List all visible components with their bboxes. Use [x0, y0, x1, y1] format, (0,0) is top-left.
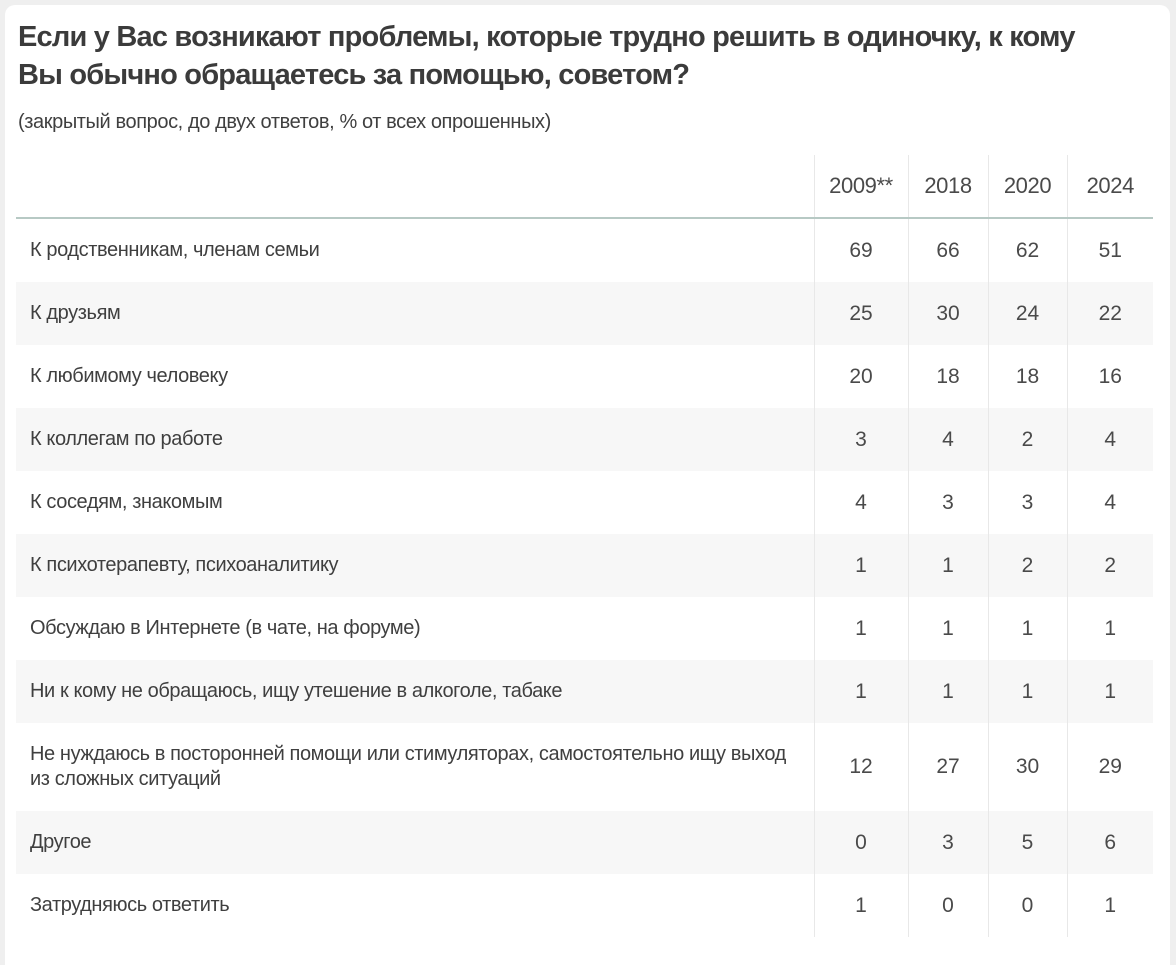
table-row: Обсуждаю в Интернете (в чате, на форуме)…: [16, 597, 1153, 661]
value-cell: 30: [987, 723, 1067, 812]
row-label: К соседям, знакомым: [30, 491, 223, 514]
value-cell: 2: [1066, 534, 1153, 598]
header-row: 2009** 2018 2020 2024: [16, 155, 1153, 219]
value-cell: 30: [907, 282, 988, 346]
table-row: К соседям, знакомым 4 3 3 4: [16, 471, 1153, 535]
row-label: Не нуждаюсь в посторонней помощи или сти…: [30, 743, 786, 791]
table-row: Другое 0 3 5 6: [16, 811, 1153, 875]
value-cell: 1: [813, 534, 908, 598]
page-title: Если у Вас возникают проблемы, которые т…: [18, 21, 1075, 91]
value-cell: 29: [1066, 723, 1153, 812]
row-label: К любимому человеку: [30, 365, 228, 388]
row-label: Ни к кому не обращаюсь, ищу утешение в а…: [30, 680, 563, 703]
value-cell: 1: [907, 534, 988, 598]
year-column-header: 2018: [907, 155, 988, 219]
table-row: К друзьям 25 30 24 22: [16, 282, 1153, 346]
value-cell: 69: [813, 218, 908, 283]
table-row: Затрудняюсь ответить 1 0 0 1: [16, 874, 1153, 938]
value-cell: 22: [1066, 282, 1153, 346]
table-body: К родственникам, членам семьи 69 66 62 51 К д…: [16, 218, 1153, 938]
table-row: Ни к кому не обращаюсь, ищу утешение в а…: [16, 660, 1153, 724]
value-cell: 2: [987, 534, 1067, 598]
value-cell: 0: [907, 874, 988, 938]
value-cell: 12: [813, 723, 908, 812]
value-cell: 2: [987, 408, 1067, 472]
row-label: Обсуждаю в Интернете (в чате, на форуме): [30, 617, 421, 640]
value-cell: 4: [1066, 471, 1153, 535]
year-column-header: 2009**: [813, 155, 908, 219]
value-cell: 1: [1066, 660, 1153, 724]
row-label: К коллегам по работе: [30, 428, 223, 451]
value-cell: 4: [813, 471, 908, 535]
table-row: К любимому человеку 20 18 18 16: [16, 345, 1153, 409]
row-label: К психотерапевту, психоаналитику: [30, 554, 339, 577]
table-row: К коллегам по работе 3 4 2 4: [16, 408, 1153, 472]
value-cell: 6: [1066, 811, 1153, 875]
header-empty-cell: [16, 155, 814, 218]
value-cell: 1: [1066, 874, 1153, 938]
value-cell: 1: [813, 660, 908, 724]
value-cell: 1: [987, 660, 1067, 724]
value-cell: 1: [1066, 597, 1153, 661]
value-cell: 1: [907, 597, 988, 661]
value-cell: 51: [1066, 218, 1153, 283]
table-row: Не нуждаюсь в посторонней помощи или сти…: [16, 723, 1153, 812]
year-column-header: 2024: [1066, 155, 1153, 219]
row-label: К друзьям: [30, 302, 121, 325]
value-cell: 18: [907, 345, 988, 409]
year-column-header: 2020: [987, 155, 1067, 219]
value-cell: 1: [813, 597, 908, 661]
value-cell: 24: [987, 282, 1067, 346]
value-cell: 1: [907, 660, 988, 724]
table-row: К психотерапевту, психоаналитику 1 1 2 2: [16, 534, 1153, 598]
value-cell: 3: [987, 471, 1067, 535]
row-label: Затрудняюсь ответить: [30, 894, 230, 917]
value-cell: 66: [907, 218, 988, 283]
value-cell: 25: [813, 282, 908, 346]
value-cell: 0: [987, 874, 1067, 938]
value-cell: 62: [987, 218, 1067, 283]
value-cell: 5: [987, 811, 1067, 875]
survey-table: 2009** 2018 2020 2024 К родственникам, член…: [16, 155, 1153, 938]
row-label: К родственникам, членам семьи: [30, 239, 320, 262]
value-cell: 3: [907, 811, 988, 875]
value-cell: 3: [813, 408, 908, 472]
table-row: К родственникам, членам семьи 69 66 62 51: [16, 218, 1153, 283]
row-label: Другое: [30, 831, 92, 854]
content-card: Если у Вас возникают проблемы, которые т…: [5, 5, 1170, 965]
value-cell: 4: [1066, 408, 1153, 472]
value-cell: 18: [987, 345, 1067, 409]
page-subtitle: (закрытый вопрос, до двух ответов, % от …: [18, 111, 551, 134]
value-cell: 1: [987, 597, 1067, 661]
value-cell: 1: [813, 874, 908, 938]
survey-table-container: 2009** 2018 2020 2024 К родственникам, член…: [16, 155, 1170, 938]
value-cell: 3: [907, 471, 988, 535]
value-cell: 20: [813, 345, 908, 409]
value-cell: 0: [813, 811, 908, 875]
value-cell: 16: [1066, 345, 1153, 409]
value-cell: 27: [907, 723, 988, 812]
value-cell: 4: [907, 408, 988, 472]
